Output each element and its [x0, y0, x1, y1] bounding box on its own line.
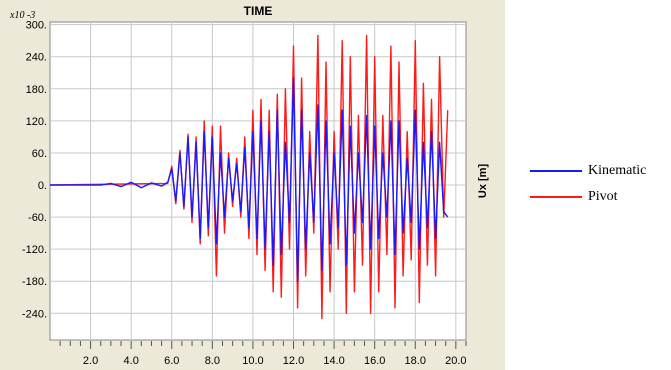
y-tick-label: 60. [32, 148, 47, 160]
x-tick-label: 14.0 [323, 355, 344, 367]
y-tick-label: 0. [38, 180, 47, 192]
x-tick-label: 16.0 [364, 355, 385, 367]
legend-swatch-kinematic [530, 170, 582, 172]
y-axis-label: Ux [m] [477, 164, 489, 199]
x-tick-labels: 2.0 4.0 6.0 8.0 10.0 12.0 14.0 16.0 18.0 20.0 [83, 355, 467, 367]
chart-svg: TIME x10 -3 2.0 4.0 6.0 8.0 10.0 12.0 14.0 16.0… [9, 4, 489, 367]
chart-frame: TIME x10 -3 2.0 4.0 6.0 8.0 10.0 12.0 14.0 16.0… [0, 0, 505, 370]
y-tick-labels: 300. 240. 180. 120. 60. 0. -60. -120. -180. -240. [22, 20, 47, 321]
y-tick-label: 120. [26, 116, 47, 128]
y-exponent-label: x10 -3 [9, 10, 35, 21]
x-tick-label: 10.0 [242, 355, 263, 367]
y-tick-label: -240. [22, 308, 47, 320]
x-tick-label: 18.0 [405, 355, 426, 367]
x-tick-label: 4.0 [124, 355, 139, 367]
x-tick-label: 20.0 [445, 355, 466, 367]
y-tick-label: -180. [22, 276, 47, 288]
y-tick-label: 300. [26, 20, 47, 32]
legend-item-kinematic: Kinematic [530, 158, 670, 184]
y-tick-label: -60. [28, 212, 47, 224]
legend: Kinematic Pivot [530, 158, 670, 210]
legend-label-pivot: Pivot [588, 189, 618, 204]
x-tick-label: 12.0 [283, 355, 304, 367]
x-tick-label: 2.0 [83, 355, 98, 367]
y-tick-label: 180. [26, 84, 47, 96]
y-tick-label: -120. [22, 244, 47, 256]
plot-area [49, 21, 467, 341]
legend-swatch-pivot [530, 196, 582, 198]
y-tick-label: 240. [26, 52, 47, 64]
grid-layer [50, 22, 466, 340]
x-tick-label: 6.0 [164, 355, 179, 367]
series-layer [49, 34, 449, 320]
legend-label-kinematic: Kinematic [588, 163, 647, 178]
series-line-kinematic [50, 77, 449, 282]
legend-item-pivot: Pivot [530, 184, 670, 210]
chart-title: TIME [244, 4, 273, 18]
x-tick-label: 8.0 [205, 355, 220, 367]
minor-ticks [59, 341, 467, 349]
